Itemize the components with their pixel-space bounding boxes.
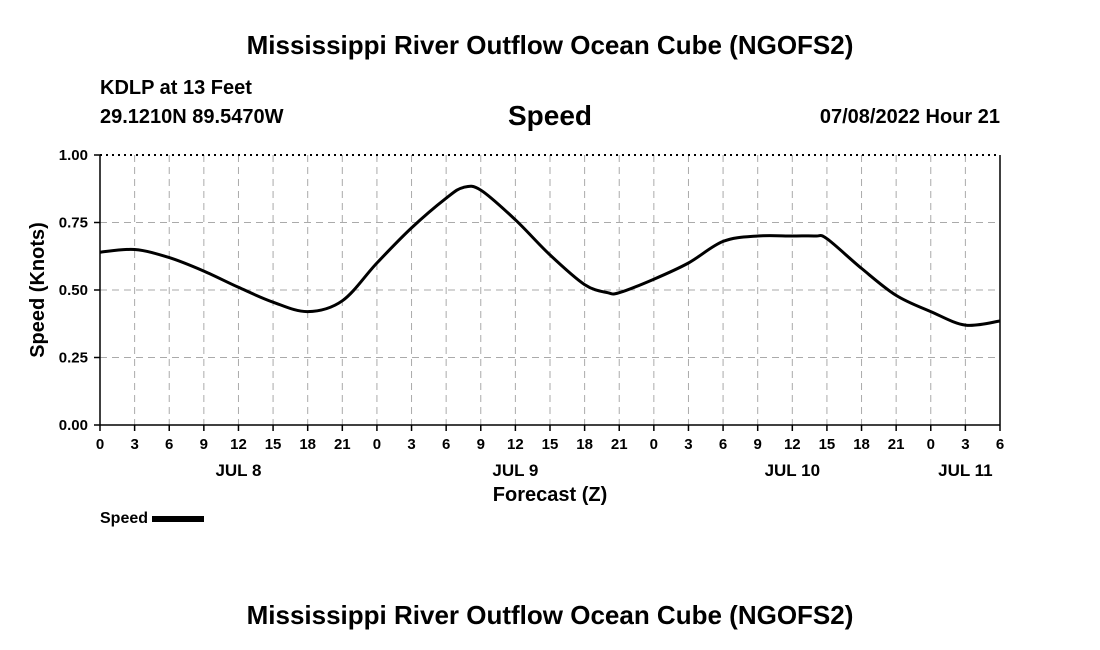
x-tick-label: 9	[200, 436, 208, 453]
forecast-datetime: 07/08/2022 Hour 21	[819, 106, 1000, 128]
x-tick-label: 0	[650, 436, 658, 453]
x-tick-label: 12	[507, 436, 524, 453]
day-label: JUL 10	[765, 461, 820, 480]
x-tick-label: 0	[373, 436, 381, 453]
y-tick-label: 1.00	[59, 147, 88, 164]
y-tick-label: 0.50	[59, 282, 88, 299]
x-tick-label: 21	[611, 436, 628, 453]
x-tick-label: 18	[853, 436, 870, 453]
x-tick-label: 18	[299, 436, 316, 453]
y-tick-label: 0.75	[59, 215, 88, 232]
x-tick-label: 6	[442, 436, 450, 453]
y-tick-label: 0.00	[59, 417, 88, 434]
x-tick-label: 21	[334, 436, 351, 453]
station-coordinates: 29.1210N 89.5470W	[100, 106, 284, 128]
day-label: JUL 9	[492, 461, 538, 480]
x-tick-label: 0	[96, 436, 104, 453]
x-tick-label: 3	[130, 436, 138, 453]
station-label: KDLP at 13 Feet	[100, 77, 252, 99]
speed-series-line	[99, 184, 1001, 327]
legend: Speed	[100, 510, 205, 528]
y-tick-label: 0.25	[59, 350, 88, 367]
day-label: JUL 8	[215, 461, 261, 480]
x-tick-label: 12	[230, 436, 247, 453]
x-tick-label: 3	[407, 436, 415, 453]
legend-line-swatch	[152, 516, 205, 522]
x-tick-label: 6	[719, 436, 727, 453]
x-axis-label: Forecast (Z)	[493, 484, 607, 506]
x-tick-label: 0	[927, 436, 935, 453]
x-tick-label: 6	[165, 436, 173, 453]
x-tick-label: 12	[784, 436, 801, 453]
x-tick-label: 9	[477, 436, 485, 453]
legend-label: Speed	[100, 510, 149, 527]
x-tick-label: 18	[576, 436, 593, 453]
x-tick-label: 15	[542, 436, 559, 453]
chart-subtitle: Speed	[507, 100, 593, 131]
x-tick-label: 3	[961, 436, 969, 453]
x-tick-label: 15	[265, 436, 282, 453]
day-label: JUL 11	[938, 461, 993, 480]
x-tick-label: 15	[819, 436, 836, 453]
y-axis-label: Speed (Knots)	[27, 222, 49, 358]
x-tick-label: 9	[754, 436, 762, 453]
footer-title: Mississippi River Outflow Ocean Cube (NG…	[246, 600, 854, 630]
x-tick-label: 21	[888, 436, 905, 453]
x-tick-label: 6	[996, 436, 1004, 453]
x-tick-label: 3	[684, 436, 692, 453]
chart-title: Mississippi River Outflow Ocean Cube (NG…	[246, 30, 854, 60]
